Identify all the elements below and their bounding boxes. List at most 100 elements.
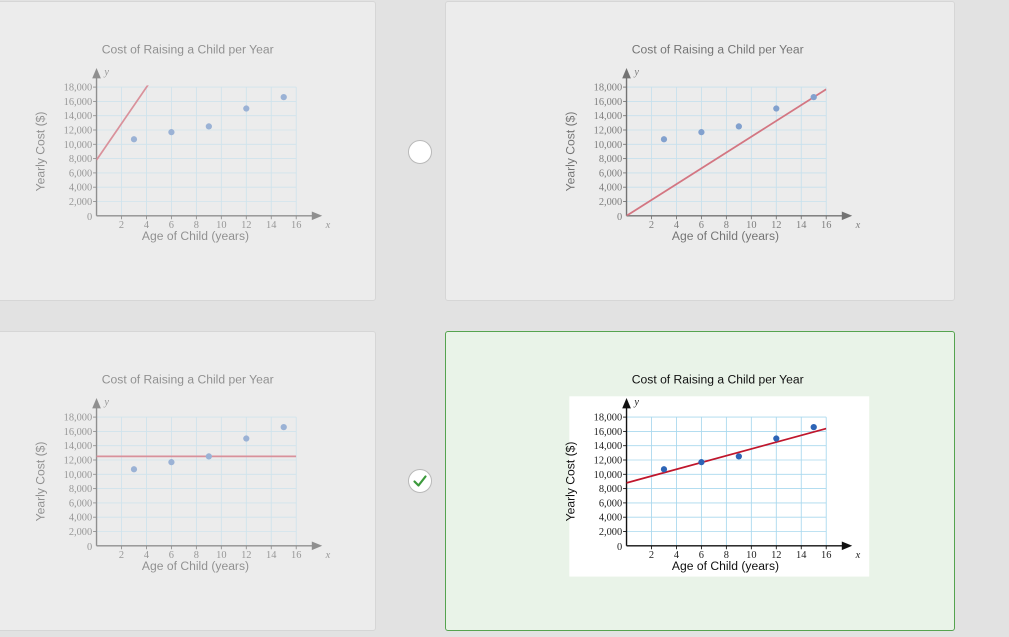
- trend-line: [626, 427, 827, 484]
- chart-group: Cost of Raising a Child per Year x y 0 2 4 6 8 1…: [34, 373, 331, 573]
- data-point-3: [773, 105, 780, 112]
- x-tick-label-6: 14: [796, 220, 807, 231]
- data-point-1: [698, 129, 705, 136]
- data-point-3: [773, 435, 780, 442]
- x-tick-label-2: 6: [169, 220, 174, 231]
- chart-group: Cost of Raising a Child per Year x y 0 2 4 6 8 1…: [564, 373, 870, 577]
- x-tick-label-7: 16: [291, 550, 301, 561]
- y-tick-label-8: 18,000: [594, 413, 623, 424]
- scatter-chart-option-b: Cost of Raising a Child per Year x y 0 2 4 6 8 1…: [564, 43, 861, 243]
- y-tick-label-6: 14,000: [64, 111, 93, 122]
- y-tick-label-1: 4,000: [69, 513, 92, 524]
- x-tick-label-2: 6: [699, 550, 704, 561]
- y-tick-label-7: 16,000: [64, 427, 93, 438]
- data-point-0: [130, 466, 138, 473]
- x-tick-label-4: 10: [746, 550, 756, 561]
- y-tick-label-2: 6,000: [599, 498, 622, 509]
- y-axis-arrow-icon: [92, 68, 101, 79]
- trend-line: [96, 85, 149, 161]
- chart-background: [569, 396, 870, 577]
- x-axis-arrow-icon: [311, 211, 323, 221]
- data-point-1: [698, 459, 705, 466]
- answer-option-card-c[interactable]: [0, 331, 376, 631]
- x-tick-label-5: 12: [241, 550, 251, 561]
- y-tick-label-5: 12,000: [64, 125, 93, 136]
- x-tick-label-6: 14: [796, 550, 807, 561]
- data-point-4: [280, 93, 287, 101]
- chart-group: Cost of Raising a Child per Year x y 0 2 4 6 8 1…: [564, 43, 861, 243]
- x-axis-title: Age of Child (years): [142, 229, 249, 243]
- data-point-2: [205, 453, 212, 460]
- y-tick-label-8: 18,000: [594, 83, 623, 94]
- data-point-4: [810, 93, 817, 101]
- origin-label: 0: [87, 212, 92, 223]
- y-tick-label-5: 12,000: [594, 455, 623, 466]
- y-axis-title: Yearly Cost ($): [34, 442, 48, 522]
- x-tick-label-1: 4: [144, 550, 150, 561]
- x-axis-arrow-icon: [841, 541, 853, 551]
- answer-option-card-a[interactable]: [0, 1, 376, 301]
- data-point-0: [660, 466, 668, 473]
- scatter-chart-option-c: Cost of Raising a Child per Year x y 0 2 4 6 8 1…: [34, 373, 331, 573]
- y-tick-label-1: 4,000: [69, 183, 92, 194]
- y-tick-label-8: 18,000: [64, 413, 93, 424]
- y-axis-letter: y: [103, 67, 109, 78]
- chart-title: Cost of Raising a Child per Year: [632, 373, 804, 387]
- x-tick-label-0: 2: [119, 550, 124, 561]
- y-tick-label-2: 6,000: [69, 168, 92, 179]
- x-tick-label-3: 8: [194, 550, 199, 561]
- x-axis-title: Age of Child (years): [672, 559, 779, 573]
- x-tick-label-4: 10: [746, 220, 756, 231]
- x-tick-label-4: 10: [216, 550, 226, 561]
- y-tick-label-4: 10,000: [64, 140, 93, 151]
- y-tick-label-6: 14,000: [64, 441, 93, 452]
- x-axis-letter: x: [855, 220, 861, 231]
- x-tick-label-1: 4: [674, 220, 680, 231]
- answer-radio-d-selected[interactable]: [408, 469, 432, 493]
- x-tick-label-5: 12: [771, 550, 781, 561]
- data-point-1: [168, 129, 175, 136]
- x-tick-label-5: 12: [771, 220, 781, 231]
- x-tick-label-2: 6: [699, 220, 704, 231]
- chart-title: Cost of Raising a Child per Year: [102, 43, 274, 57]
- y-tick-label-0: 2,000: [69, 197, 92, 208]
- x-axis-letter: x: [855, 550, 861, 561]
- y-axis-letter: y: [633, 397, 639, 408]
- y-tick-label-7: 16,000: [594, 97, 623, 108]
- y-tick-label-1: 4,000: [599, 513, 622, 524]
- x-tick-label-0: 2: [119, 220, 124, 231]
- scatter-chart-option-d: Cost of Raising a Child per Year x y 0 2 4 6 8 1…: [564, 373, 870, 577]
- y-tick-label-3: 8,000: [69, 484, 92, 495]
- x-tick-label-7: 16: [821, 220, 831, 231]
- x-tick-label-6: 14: [266, 220, 277, 231]
- x-tick-label-3: 8: [194, 220, 199, 231]
- data-point-4: [810, 423, 817, 431]
- answer-option-card-b[interactable]: [445, 1, 955, 301]
- x-axis-arrow-icon: [841, 211, 853, 221]
- y-tick-label-6: 14,000: [594, 441, 623, 452]
- answer-radio-b[interactable]: [408, 140, 432, 164]
- x-tick-label-1: 4: [144, 220, 150, 231]
- x-axis-title: Age of Child (years): [672, 229, 779, 243]
- data-point-0: [660, 136, 668, 143]
- scatter-chart-option-a: Cost of Raising a Child per Year x y 0 2 4 6 8 1…: [34, 43, 331, 243]
- y-tick-label-3: 8,000: [69, 154, 92, 165]
- y-axis-letter: y: [633, 67, 639, 78]
- y-axis-arrow-icon: [622, 398, 631, 409]
- x-tick-label-2: 6: [169, 550, 174, 561]
- x-axis-title: Age of Child (years): [142, 559, 249, 573]
- x-tick-label-0: 2: [649, 220, 654, 231]
- trend-line: [626, 88, 827, 216]
- checkmark-icon: [413, 475, 427, 487]
- x-tick-label-7: 16: [821, 550, 831, 561]
- y-axis-letter: y: [103, 397, 109, 408]
- x-tick-label-7: 16: [291, 220, 301, 231]
- y-axis-title: Yearly Cost ($): [564, 112, 578, 192]
- origin-label: 0: [87, 542, 92, 553]
- y-tick-label-4: 10,000: [594, 140, 623, 151]
- origin-label: 0: [617, 212, 622, 223]
- y-tick-label-7: 16,000: [594, 427, 623, 438]
- y-tick-label-5: 12,000: [64, 455, 93, 466]
- y-tick-label-6: 14,000: [594, 111, 623, 122]
- y-tick-label-1: 4,000: [599, 183, 622, 194]
